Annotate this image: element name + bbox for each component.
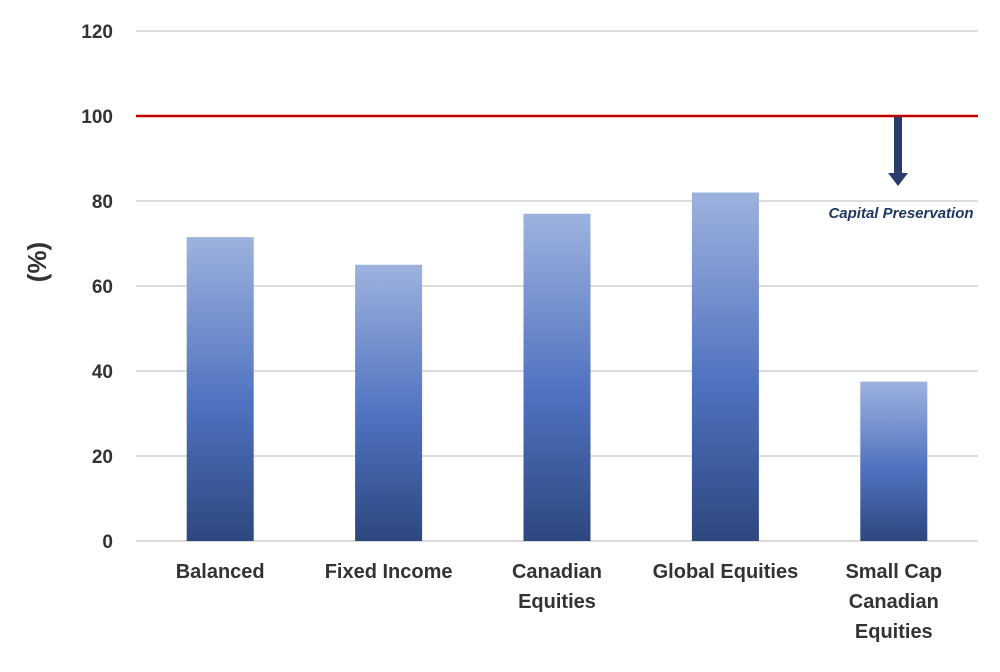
y-tick-label: 0 [102, 532, 113, 553]
bar [691, 192, 759, 541]
y-axis-label: (%) [22, 242, 52, 282]
x-category-label: Balanced [176, 561, 265, 583]
bars [186, 192, 928, 541]
y-tick-label: 40 [92, 362, 113, 383]
bar [355, 264, 423, 541]
arrow-shaft [894, 117, 902, 174]
down-arrow-icon [888, 117, 908, 186]
y-tick-label: 80 [92, 192, 113, 213]
capital-preservation-annotation: Capital Preservation [828, 205, 973, 222]
x-category-label: Global Equities [653, 561, 799, 583]
y-tick-label: 100 [81, 107, 113, 128]
x-axis-categories: Balanced Fixed Income Canadian Equities Glob… [176, 561, 942, 643]
bar [186, 237, 254, 541]
arrow-head [888, 173, 908, 186]
x-category-label: Fixed Income [325, 561, 453, 583]
y-tick-label: 20 [92, 447, 113, 468]
x-category-label: Canadian [849, 591, 939, 613]
y-axis-ticks: 0 20 40 60 80 100 120 [81, 22, 113, 553]
x-category-label: Canadian [512, 561, 602, 583]
y-tick-label: 120 [81, 22, 113, 43]
x-category-label: Equities [855, 621, 933, 643]
y-tick-label: 60 [92, 277, 113, 298]
x-category-label: Small Cap [845, 561, 942, 583]
x-category-label: Equities [518, 591, 596, 613]
bar [860, 381, 928, 541]
bar [523, 213, 591, 541]
